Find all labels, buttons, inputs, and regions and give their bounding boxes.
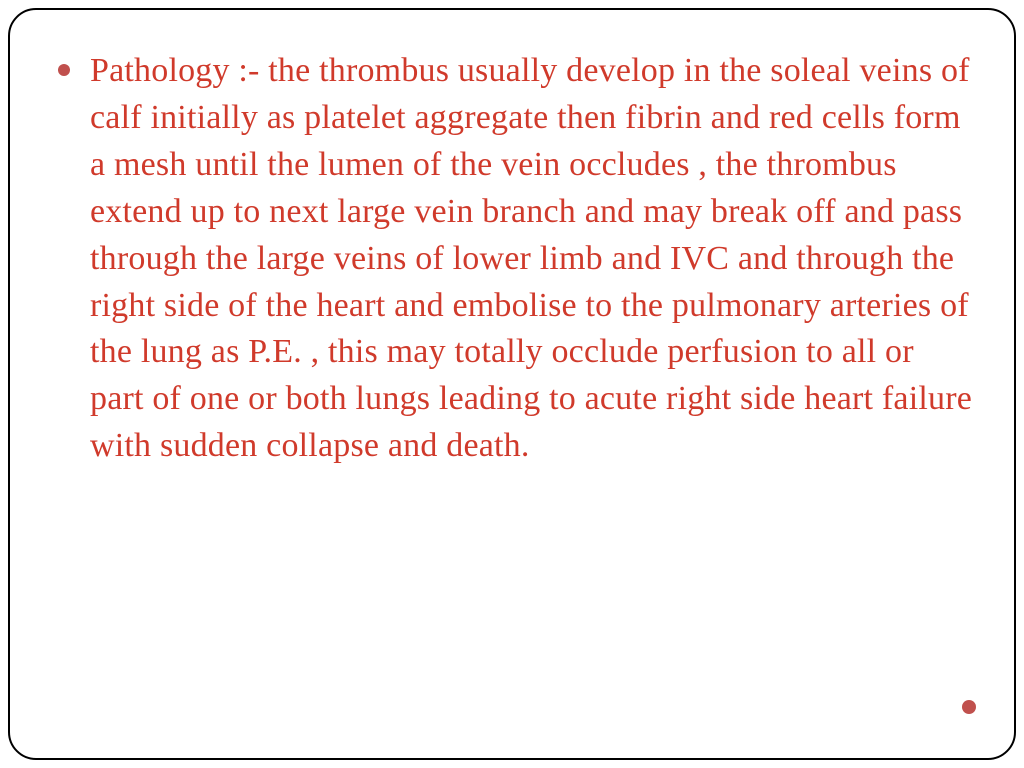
slide-body-text: Pathology :- the thrombus usually develo… [90, 52, 972, 464]
page-marker-icon [962, 700, 976, 714]
bullet-icon [58, 64, 70, 76]
bullet-heading: Pathology :- [90, 52, 268, 89]
bullet-item: Pathology :- the thrombus usually develo… [58, 48, 976, 470]
content-list: Pathology :- the thrombus usually develo… [58, 48, 976, 470]
slide-frame: Pathology :- the thrombus usually develo… [8, 8, 1016, 760]
body-continuation: the thrombus usually develop in the sole… [90, 52, 972, 464]
